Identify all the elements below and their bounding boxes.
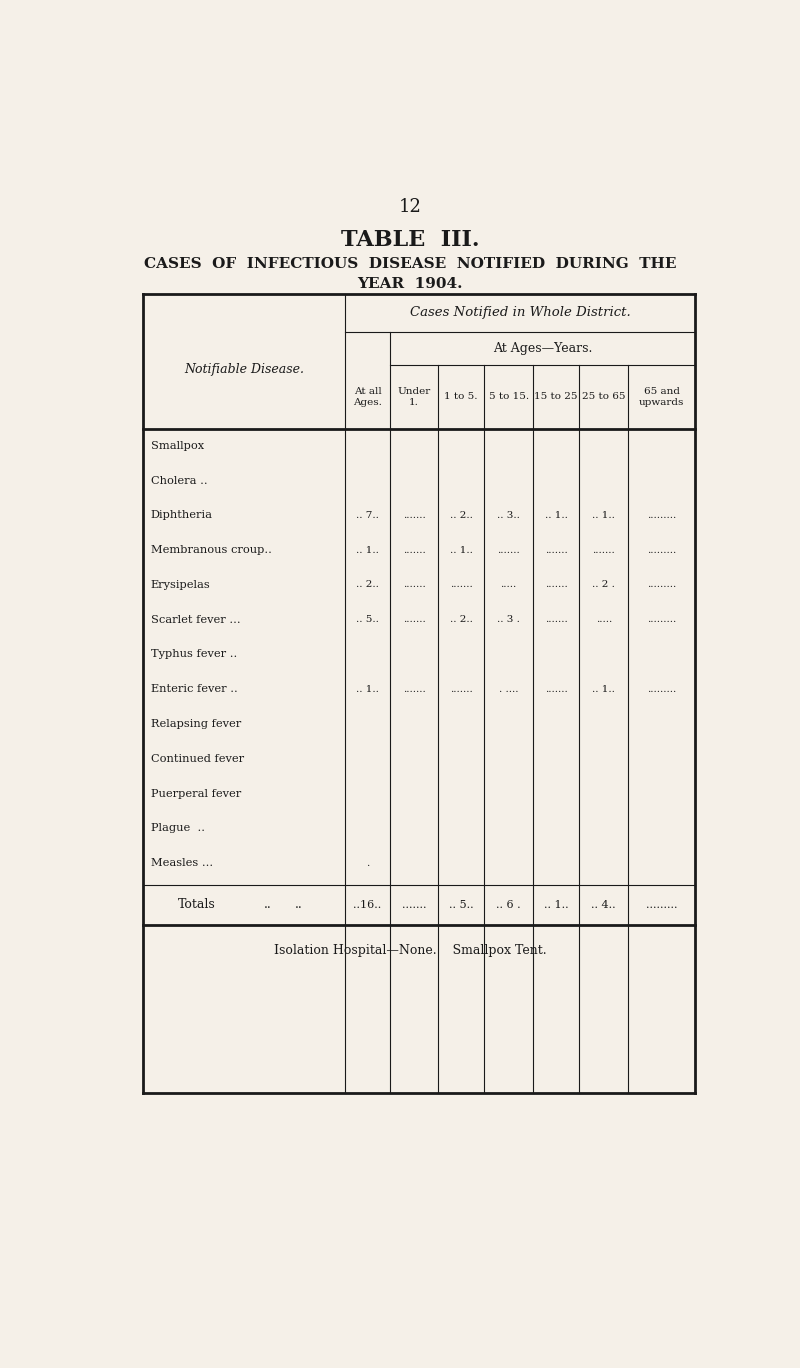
Text: TABLE  III.: TABLE III. [341, 230, 479, 252]
Text: .......: ....... [450, 685, 473, 694]
Text: Typhus fever ..: Typhus fever .. [151, 650, 237, 659]
Text: .......: ....... [545, 685, 567, 694]
Text: .. 1..: .. 1.. [356, 546, 379, 554]
Text: At all
Ages.: At all Ages. [353, 387, 382, 408]
Text: .: . [366, 859, 369, 867]
Text: .. 1..: .. 1.. [592, 685, 615, 694]
Text: .........: ......... [647, 685, 676, 694]
Text: .. 1..: .. 1.. [592, 512, 615, 520]
Text: .........: ......... [647, 580, 676, 590]
Text: .........: ......... [647, 512, 676, 520]
Text: .........: ......... [647, 546, 676, 554]
Text: .. 2..: .. 2.. [356, 580, 379, 590]
Text: .. 7..: .. 7.. [356, 512, 379, 520]
Text: 5 to 15.: 5 to 15. [489, 393, 529, 401]
Text: .......: ....... [498, 546, 520, 554]
Text: Cases Notified in Whole District.: Cases Notified in Whole District. [410, 306, 630, 319]
Text: YEAR  1904.: YEAR 1904. [358, 276, 462, 291]
Text: 25 to 65: 25 to 65 [582, 393, 626, 401]
Text: .. 2..: .. 2.. [450, 616, 473, 624]
Text: ..: .. [264, 899, 272, 911]
Text: .. 1..: .. 1.. [450, 546, 473, 554]
Text: .......: ....... [545, 580, 567, 590]
Text: .. 1..: .. 1.. [545, 512, 567, 520]
Text: Under
1.: Under 1. [398, 387, 430, 408]
Text: .......: ....... [402, 546, 426, 554]
Text: Enteric fever ..: Enteric fever .. [151, 684, 238, 694]
Text: Diphtheria: Diphtheria [151, 510, 213, 520]
Text: 1 to 5.: 1 to 5. [445, 393, 478, 401]
Text: 65 and
upwards: 65 and upwards [639, 387, 685, 408]
Text: .......: ....... [450, 580, 473, 590]
Text: .. 4..: .. 4.. [591, 900, 616, 910]
Text: Puerperal fever: Puerperal fever [151, 788, 241, 799]
Text: Cholera ..: Cholera .. [151, 476, 207, 486]
Text: .. 1..: .. 1.. [356, 685, 379, 694]
Text: .. 3 .: .. 3 . [497, 616, 520, 624]
Text: ..16..: ..16.. [354, 900, 382, 910]
Text: .. 3..: .. 3.. [497, 512, 520, 520]
Text: Totals: Totals [178, 899, 215, 911]
Text: Measles ...: Measles ... [151, 858, 213, 869]
Text: .........: ......... [647, 616, 676, 624]
Text: 15 to 25: 15 to 25 [534, 393, 578, 401]
Text: .......: ....... [402, 512, 426, 520]
Text: CASES  OF  INFECTIOUS  DISEASE  NOTIFIED  DURING  THE: CASES OF INFECTIOUS DISEASE NOTIFIED DUR… [144, 257, 676, 271]
Text: Relapsing fever: Relapsing fever [151, 720, 241, 729]
Text: Smallpox: Smallpox [151, 440, 204, 451]
Text: Isolation Hospital—None.    Smallpox Tent.: Isolation Hospital—None. Smallpox Tent. [274, 944, 546, 956]
Text: At Ages—Years.: At Ages—Years. [493, 342, 592, 356]
Text: Notifiable Disease.: Notifiable Disease. [184, 363, 304, 376]
Text: Scarlet fever ...: Scarlet fever ... [151, 614, 241, 625]
Text: .. 1..: .. 1.. [544, 900, 568, 910]
Text: .......: ....... [402, 580, 426, 590]
Text: .....: ..... [501, 580, 517, 590]
Text: .......: ....... [592, 546, 615, 554]
Text: .....: ..... [596, 616, 612, 624]
Text: .. 6 .: .. 6 . [496, 900, 521, 910]
Text: .. 5..: .. 5.. [356, 616, 379, 624]
Text: Erysipelas: Erysipelas [151, 580, 210, 590]
Text: 12: 12 [398, 198, 422, 216]
Text: .......: ....... [545, 616, 567, 624]
Text: .......: ....... [545, 546, 567, 554]
Text: .. 2..: .. 2.. [450, 512, 473, 520]
Text: . ....: . .... [499, 685, 518, 694]
Text: ..: .. [295, 899, 303, 911]
Text: Plague  ..: Plague .. [151, 824, 205, 833]
Text: Continued fever: Continued fever [151, 754, 244, 763]
Text: .......: ....... [402, 685, 426, 694]
Text: .. 5..: .. 5.. [449, 900, 474, 910]
Text: .......: ....... [402, 616, 426, 624]
Text: .. 2 .: .. 2 . [592, 580, 615, 590]
Text: .......: ....... [402, 900, 426, 910]
Text: .........: ......... [646, 900, 678, 910]
Text: Membranous croup..: Membranous croup.. [151, 546, 272, 555]
